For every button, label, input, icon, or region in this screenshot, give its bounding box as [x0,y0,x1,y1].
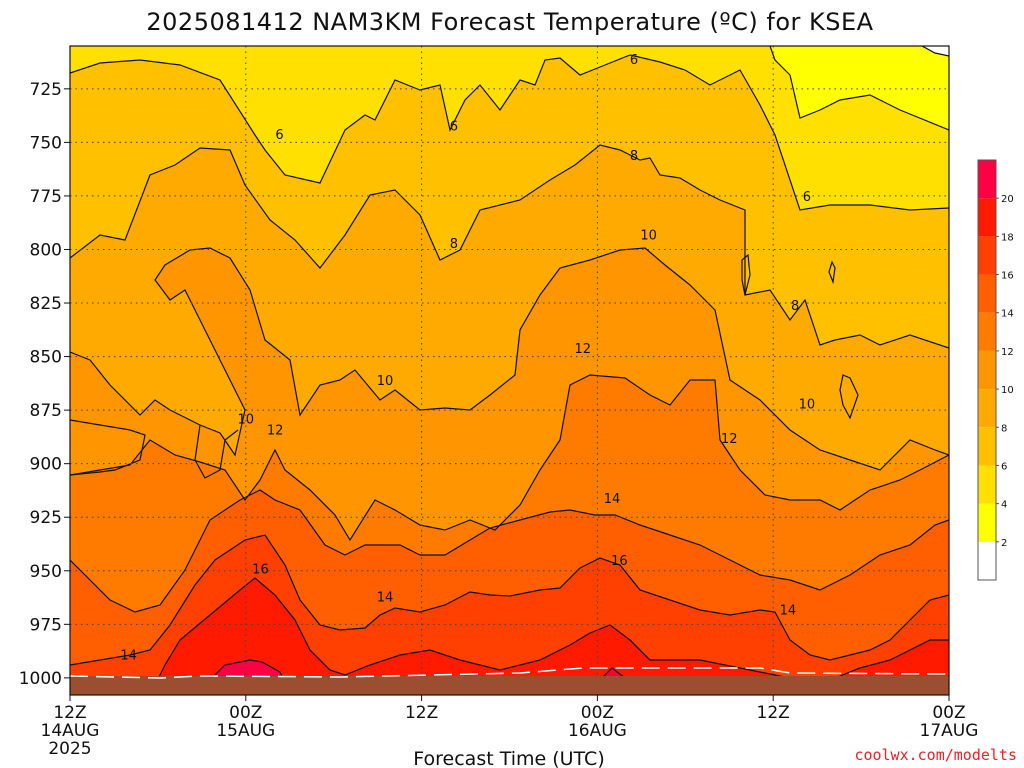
colorbar: 2 4 6 8 10 12 14 16 18 20 [977,159,1014,581]
y-tick-label: 950 [30,562,62,582]
credit-link[interactable]: coolwx.com/modelts [854,746,1017,764]
y-tick-label: 850 [30,348,62,368]
colorbar-label: 10 [1001,385,1014,396]
y-tick-label: 1000 [19,669,62,689]
plot-frame [69,45,950,696]
fill-band-0-2 [922,46,949,56]
x-tick-label: 2025 [48,739,91,759]
axes: 725 750 775 800 825 850 875 900 925 950 975 1000 12Z… [19,80,979,759]
y-tick-label: 750 [30,133,62,153]
colorbar-label: 16 [1001,271,1014,282]
colorbar-label: 18 [1001,232,1014,243]
contour-label: 6 [803,190,811,205]
x-tick-label: 12Z [405,703,438,723]
colorbar-label: 8 [1001,423,1007,434]
colorbar-swatch [978,198,996,237]
x-axis-label: Forecast Time (UTC) [413,748,604,768]
contour-label: 16 [611,554,628,569]
contour-label: 14 [780,603,797,618]
fill-band-4-6 [70,46,949,210]
contour-labels: 6 6 6 8 6 10 8 8 12 10 10 10 12 12 14 16 16 14 14 14 [120,53,815,663]
contour-label: 14 [120,648,137,663]
x-tick-label: 14AUG [41,721,100,741]
contour-label: 10 [238,413,255,428]
contour-label: 14 [377,590,394,605]
colorbar-frame [977,159,997,581]
colorbar-label: 12 [1001,347,1014,358]
colorbar-label: 4 [1001,500,1007,511]
y-tick-label: 975 [30,615,62,635]
y-tick-label: 725 [30,80,62,100]
x-tick-label: 17AUG [920,721,979,741]
contour-label: 14 [604,492,621,507]
colorbar-swatch [978,427,996,466]
y-tick-label: 775 [30,187,62,207]
colorbar-swatch [978,274,996,313]
contour-label: 6 [450,119,458,134]
y-tick-label: 925 [30,508,62,528]
y-tick-label: 900 [30,455,62,475]
contour-label: 6 [630,53,638,68]
x-tick-label: 15AUG [216,721,275,741]
x-tick-label: 12Z [757,703,790,723]
contour-label: 10 [377,374,394,389]
contour-label: 8 [450,237,458,252]
colorbar-swatch [978,236,996,275]
ground-below-surface [70,676,949,695]
colorbar-swatch [978,389,996,428]
colorbar-swatch [978,350,996,390]
x-tick-label: 00Z [229,703,262,723]
contour-label: 12 [574,342,591,357]
surface-edge [70,667,949,679]
plot-area [70,46,949,695]
colorbar-swatch [978,160,996,199]
colorbar-label: 14 [1001,309,1014,320]
contour-label: 12 [267,423,284,438]
contour-label: 10 [640,228,657,243]
x-tick-label: 00Z [581,703,614,723]
x-tick-label: 00Z [932,703,965,723]
colorbar-swatch [978,465,996,504]
colorbar-swatch [978,503,996,542]
chart-title: 2025081412 NAM3KM Forecast Temperature (… [146,8,873,36]
y-tick-label: 825 [30,294,62,314]
contour-label: 10 [799,398,816,413]
y-tick-label: 800 [30,240,62,260]
colorbar-label: 2 [1001,538,1007,549]
contour-label: 16 [252,563,269,578]
contour-label: 8 [791,299,799,314]
fill-band-2-4 [770,46,949,130]
colorbar-swatch [978,541,996,580]
x-tick-label: 12Z [53,703,86,723]
contour-label: 12 [721,432,738,447]
contour-label: 6 [275,128,283,143]
y-tick-label: 875 [30,401,62,421]
colorbar-label: 20 [1001,194,1014,205]
x-tick-label: 16AUG [568,721,627,741]
contour-label: 8 [630,149,638,164]
colorbar-label: 6 [1001,461,1007,472]
colorbar-swatch [978,312,996,351]
